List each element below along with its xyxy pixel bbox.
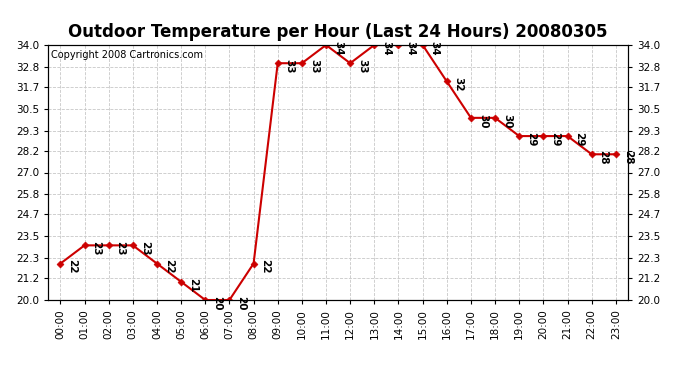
Text: 30: 30 [502, 114, 512, 128]
Text: 34: 34 [406, 41, 415, 56]
Text: 34: 34 [430, 41, 440, 56]
Text: 23: 23 [92, 241, 101, 256]
Text: Copyright 2008 Cartronics.com: Copyright 2008 Cartronics.com [51, 50, 203, 60]
Text: 20: 20 [237, 296, 246, 310]
Text: 22: 22 [164, 260, 174, 274]
Text: 33: 33 [309, 59, 319, 74]
Text: 33: 33 [357, 59, 367, 74]
Text: 21: 21 [188, 278, 198, 292]
Text: 29: 29 [526, 132, 536, 146]
Text: 34: 34 [333, 41, 343, 56]
Text: 32: 32 [454, 77, 464, 92]
Title: Outdoor Temperature per Hour (Last 24 Hours) 20080305: Outdoor Temperature per Hour (Last 24 Ho… [68, 22, 608, 40]
Text: 30: 30 [478, 114, 488, 128]
Text: 22: 22 [261, 260, 270, 274]
Text: 29: 29 [575, 132, 584, 146]
Text: 22: 22 [68, 260, 77, 274]
Text: 23: 23 [116, 241, 126, 256]
Text: 33: 33 [285, 59, 295, 74]
Text: 29: 29 [551, 132, 560, 146]
Text: 34: 34 [382, 41, 391, 56]
Text: 28: 28 [623, 150, 633, 165]
Text: 23: 23 [140, 241, 150, 256]
Text: 28: 28 [599, 150, 609, 165]
Text: 20: 20 [213, 296, 222, 310]
